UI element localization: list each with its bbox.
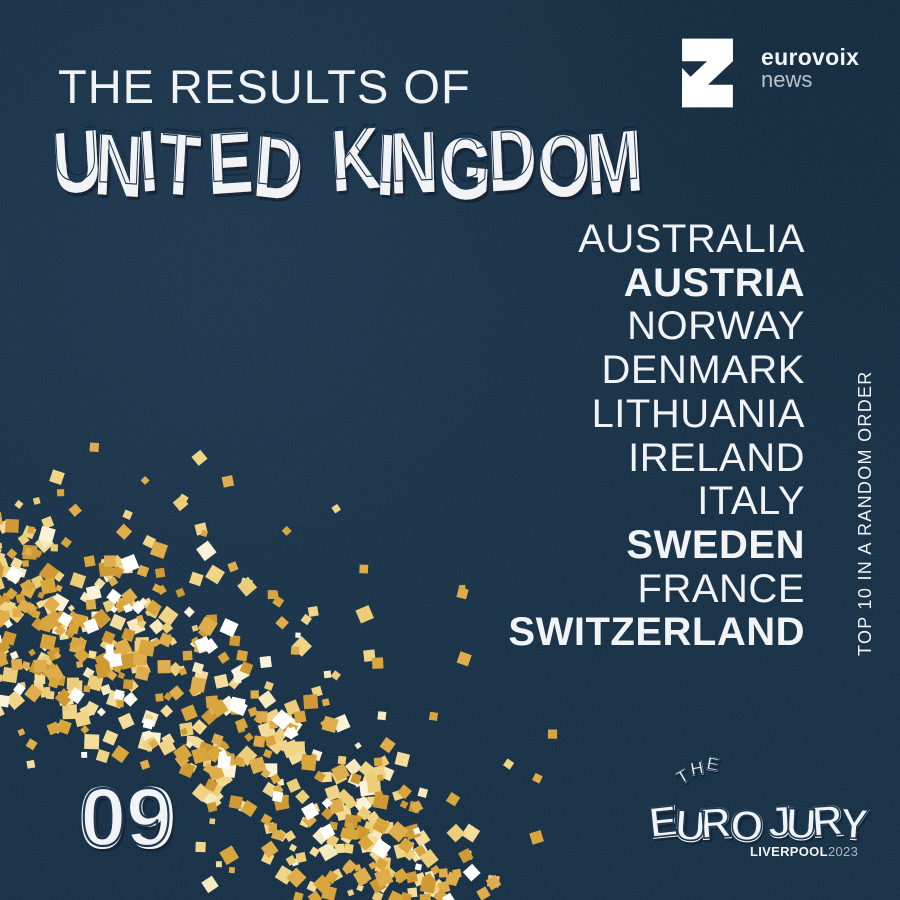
svg-text:O: O [729,801,765,850]
svg-text:R: R [699,798,733,847]
svg-text:LIVERPOOL: LIVERPOOL [750,844,828,859]
svg-text:Y: Y [838,799,869,848]
svg-text:09: 09 [80,772,171,863]
svg-text:2023: 2023 [828,844,858,859]
